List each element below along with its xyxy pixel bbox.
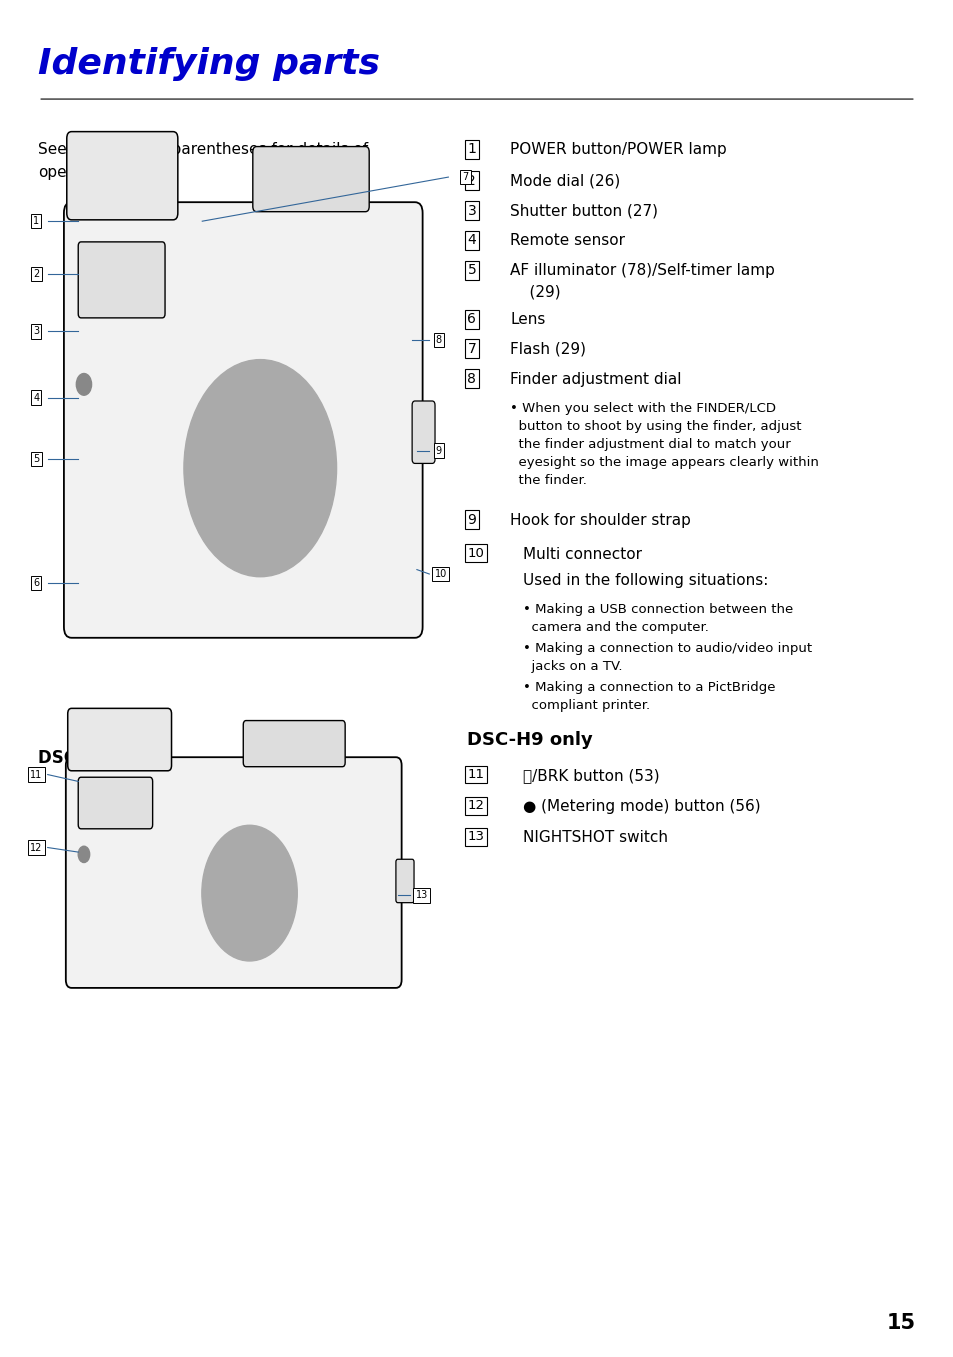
Text: DSC-H9 only: DSC-H9 only <box>38 749 154 767</box>
Circle shape <box>200 383 320 554</box>
Text: 4: 4 <box>33 392 39 403</box>
Text: 12: 12 <box>30 843 42 852</box>
FancyBboxPatch shape <box>253 147 369 212</box>
Circle shape <box>232 427 289 509</box>
Circle shape <box>233 870 266 916</box>
Text: • When you select with the FINDER/LCD
  button to shoot by using the finder, adj: • When you select with the FINDER/LCD bu… <box>510 402 819 487</box>
Circle shape <box>246 448 274 489</box>
Text: 3: 3 <box>467 204 476 217</box>
Text: AF illuminator (78)/Self-timer lamp
    (29): AF illuminator (78)/Self-timer lamp (29) <box>510 263 775 300</box>
Text: • Making a connection to audio/video input
  jacks on a TV.: • Making a connection to audio/video inp… <box>522 642 811 673</box>
Text: Identifying parts: Identifying parts <box>38 47 379 81</box>
Text: 1: 1 <box>467 142 476 156</box>
Text: 10: 10 <box>435 569 446 579</box>
Text: 7: 7 <box>467 342 476 356</box>
Text: 11: 11 <box>30 769 42 779</box>
Text: Remote sensor: Remote sensor <box>510 233 625 248</box>
Text: 8: 8 <box>436 335 441 345</box>
Text: 6: 6 <box>33 578 39 588</box>
FancyBboxPatch shape <box>67 132 177 220</box>
Circle shape <box>224 856 275 930</box>
Text: ⎕/BRK button (53): ⎕/BRK button (53) <box>522 768 659 783</box>
FancyBboxPatch shape <box>64 202 422 638</box>
FancyBboxPatch shape <box>78 778 152 829</box>
Text: 2: 2 <box>33 269 39 280</box>
Text: 12: 12 <box>467 799 484 813</box>
Text: Used in the following situations:: Used in the following situations: <box>522 573 767 588</box>
Text: 13: 13 <box>467 830 484 844</box>
Text: 13: 13 <box>416 890 427 901</box>
Text: DSC-H9 only: DSC-H9 only <box>467 731 593 749</box>
Text: 9: 9 <box>467 513 476 527</box>
FancyBboxPatch shape <box>395 859 414 902</box>
Text: 3: 3 <box>33 327 39 337</box>
Text: Multi connector: Multi connector <box>522 547 641 562</box>
FancyBboxPatch shape <box>78 242 165 318</box>
Circle shape <box>184 360 336 577</box>
FancyBboxPatch shape <box>66 757 401 988</box>
Text: ● (Metering mode) button (56): ● (Metering mode) button (56) <box>522 799 760 814</box>
Text: Shutter button (27): Shutter button (27) <box>510 204 658 218</box>
Text: 5: 5 <box>33 455 39 464</box>
Text: POWER button/POWER lamp: POWER button/POWER lamp <box>510 142 726 157</box>
Text: Mode dial (26): Mode dial (26) <box>510 174 620 189</box>
Circle shape <box>76 373 91 395</box>
Text: 15: 15 <box>885 1312 915 1333</box>
Text: 11: 11 <box>467 768 484 782</box>
Text: 8: 8 <box>467 372 476 385</box>
Text: 7: 7 <box>462 172 468 182</box>
Text: 4: 4 <box>467 233 476 247</box>
Text: Flash (29): Flash (29) <box>510 342 586 357</box>
Circle shape <box>78 847 90 863</box>
Text: Finder adjustment dial: Finder adjustment dial <box>510 372 681 387</box>
Circle shape <box>216 406 304 531</box>
Circle shape <box>242 882 257 904</box>
Circle shape <box>202 825 297 961</box>
Text: Hook for shoulder strap: Hook for shoulder strap <box>510 513 691 528</box>
Text: • Making a USB connection between the
  camera and the computer.: • Making a USB connection between the ca… <box>522 603 792 634</box>
Text: 2: 2 <box>467 174 476 187</box>
Text: 10: 10 <box>467 547 484 560</box>
FancyBboxPatch shape <box>412 402 435 464</box>
Text: See the pages in parentheses for details of
operation.: See the pages in parentheses for details… <box>38 142 368 179</box>
Text: 6: 6 <box>467 312 476 326</box>
FancyBboxPatch shape <box>243 721 345 767</box>
Text: NIGHTSHOT switch: NIGHTSHOT switch <box>522 830 667 845</box>
FancyBboxPatch shape <box>68 708 172 771</box>
Text: • Making a connection to a PictBridge
  compliant printer.: • Making a connection to a PictBridge co… <box>522 681 775 712</box>
Text: 5: 5 <box>467 263 476 277</box>
Circle shape <box>213 841 286 944</box>
Text: 9: 9 <box>436 445 441 456</box>
Text: 1: 1 <box>33 216 39 227</box>
Text: Lens: Lens <box>510 312 545 327</box>
